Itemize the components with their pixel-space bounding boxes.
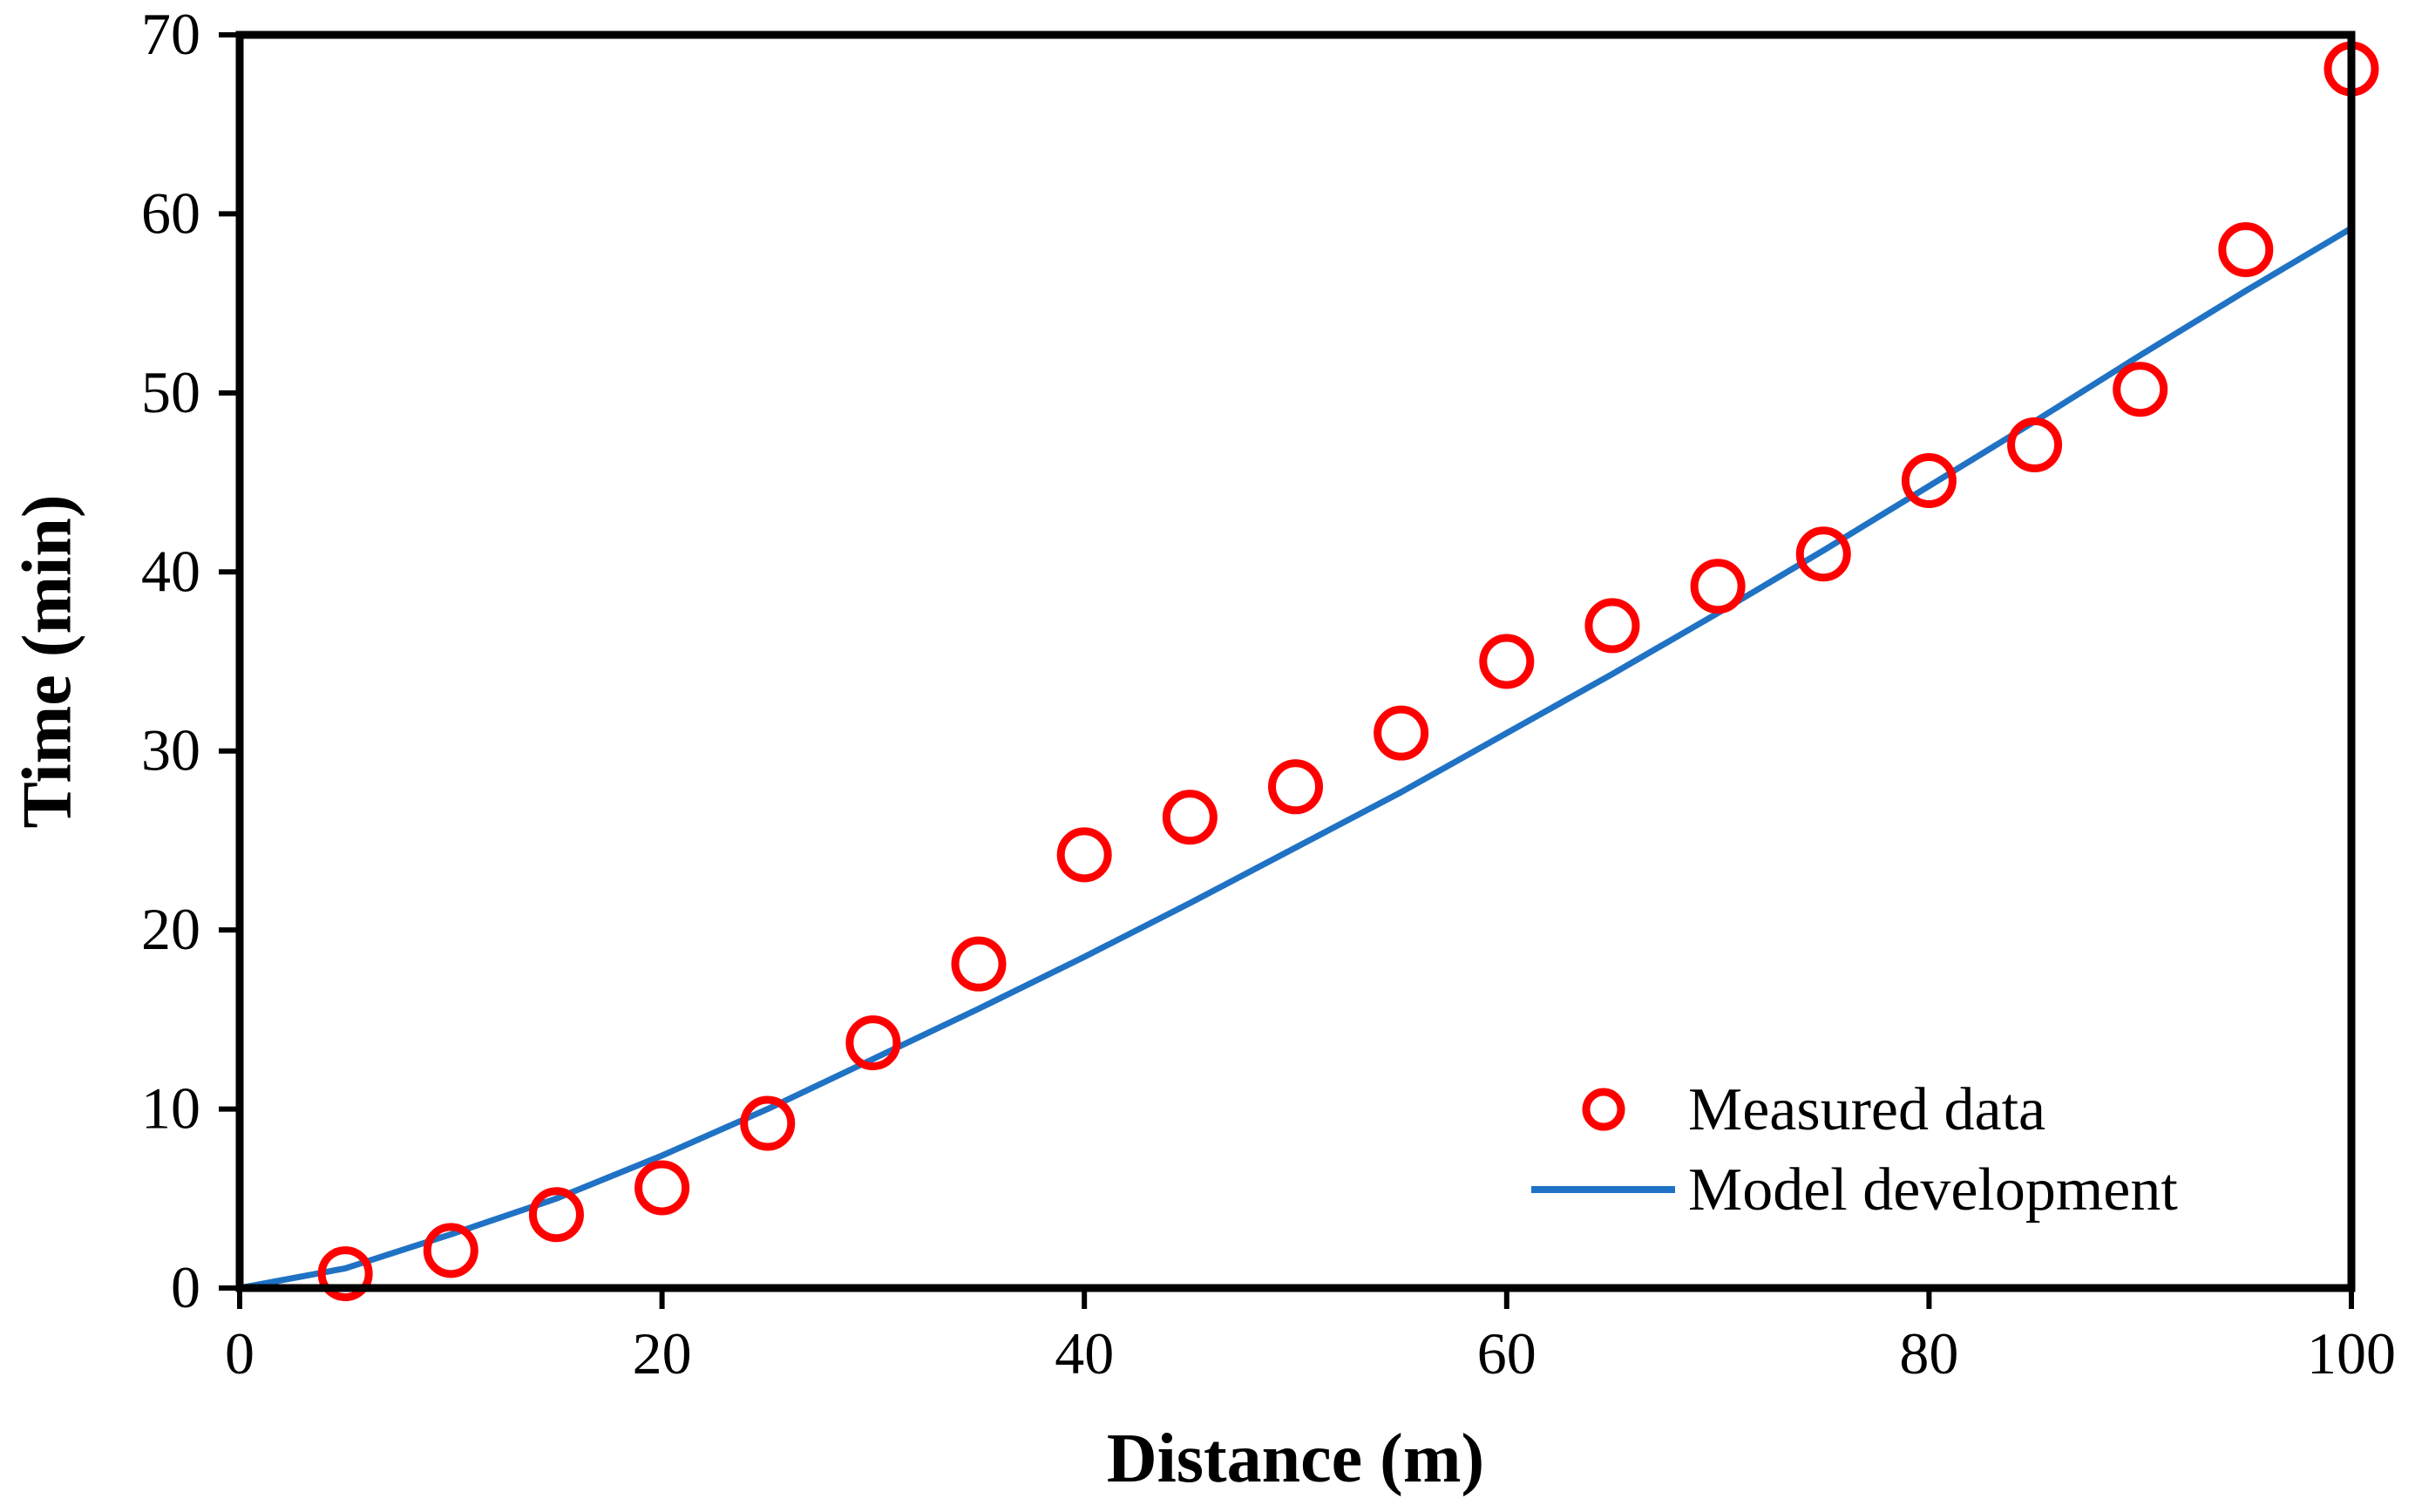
- data-point-measured: [845, 1015, 901, 1071]
- x-tick-label: 40: [1055, 1320, 1114, 1387]
- legend-label-model-development: Model development: [1688, 1156, 2178, 1224]
- data-point-measured: [740, 1095, 796, 1151]
- y-axis-title: Time (min): [9, 495, 85, 829]
- data-point-measured: [1374, 705, 1429, 761]
- y-tick-label: 20: [141, 896, 200, 962]
- plot-frame: [235, 31, 2356, 1292]
- x-axis-title: Distance (m): [1107, 1420, 1484, 1497]
- y-tick-label: 60: [141, 180, 200, 246]
- y-tick-label: 70: [141, 1, 200, 67]
- data-point-measured: [1056, 827, 1112, 883]
- legend-marker-measured-data: [1582, 1088, 1625, 1131]
- plot-area: [239, 41, 2379, 1302]
- data-point-measured: [1584, 598, 1640, 654]
- data-point-measured: [1901, 453, 1957, 509]
- x-tick-label: 60: [1477, 1320, 1537, 1387]
- data-point-measured: [1268, 759, 1323, 815]
- data-point-measured: [2218, 222, 2274, 278]
- y-tick-label: 50: [141, 359, 200, 425]
- x-tick-label: 0: [225, 1320, 254, 1387]
- y-tick-label: 40: [141, 538, 200, 604]
- y-tick-label: 10: [141, 1075, 200, 1142]
- series-line-model-development: [239, 225, 2353, 1292]
- data-point-measured: [951, 936, 1007, 992]
- data-point-measured: [317, 1246, 373, 1302]
- data-point-measured: [1479, 634, 1535, 689]
- y-tick-label: 30: [141, 717, 200, 783]
- data-point-measured: [2007, 417, 2063, 472]
- data-point-measured: [423, 1223, 478, 1278]
- axes: 0 20 40 60 80 100 0 10 20 30 40 50 60 70: [141, 1, 2396, 1387]
- data-point-measured: [2113, 362, 2168, 417]
- x-tick-label: 100: [2307, 1320, 2396, 1387]
- x-tick-label: 20: [633, 1320, 692, 1387]
- legend-label-measured-data: Measured data: [1688, 1076, 2045, 1143]
- data-point-measured: [1795, 526, 1851, 582]
- legend: Measured data Model development: [1531, 1076, 2178, 1224]
- data-point-measured: [1162, 790, 1218, 845]
- data-point-measured: [634, 1160, 690, 1216]
- data-point-measured: [1690, 559, 1746, 614]
- data-point-measured: [528, 1187, 584, 1243]
- x-tick-label: 80: [1899, 1320, 1958, 1387]
- y-tick-label: 0: [171, 1254, 200, 1320]
